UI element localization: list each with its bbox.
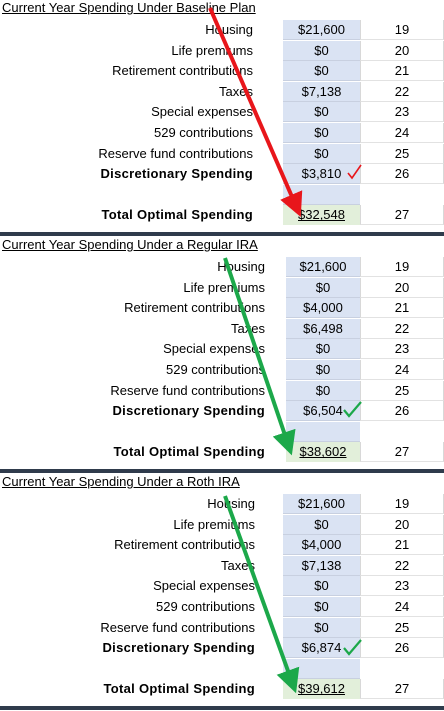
row-value: $0	[283, 102, 360, 123]
row-label: Retirement contributions	[112, 63, 253, 79]
blank-cell	[283, 184, 360, 205]
row-value: $0	[283, 61, 360, 82]
row-label: Reserve fund contributions	[110, 382, 265, 398]
row-label: Reserve fund contributions	[98, 145, 253, 161]
row-value: $0	[283, 617, 360, 638]
check-mark	[343, 401, 362, 418]
row-value: $7,138	[283, 81, 360, 102]
blank-cell	[283, 658, 360, 679]
row-label: Total Optimal Spending	[103, 681, 255, 697]
check-mark	[347, 164, 362, 180]
red-arrow	[208, 7, 303, 218]
row-label: Total Optimal Spending	[101, 207, 253, 223]
row-value: $0	[283, 576, 360, 597]
row-value: $6,874	[283, 638, 360, 659]
row-label: Reserve fund contributions	[100, 619, 255, 635]
row-label: 529 contributions	[153, 125, 253, 140]
row-value: $6,498	[286, 318, 360, 339]
row-label: Retirement contributions	[114, 537, 255, 553]
row-value: $6,504	[286, 401, 360, 422]
section-title: Current Year Spending Under a Regular IR…	[2, 237, 258, 252]
section-title: Current Year Spending Under a Roth IRA	[2, 474, 240, 489]
row-label: Housing	[207, 496, 255, 511]
row-value: $21,600	[283, 20, 360, 40]
row-label: Special expenses	[153, 578, 255, 594]
row-label: Discretionary Spending	[102, 640, 255, 656]
row-value: $7,138	[283, 555, 360, 576]
separator	[0, 232, 444, 236]
row-label: Discretionary Spending	[112, 403, 265, 419]
row-label: 529 contributions	[165, 362, 265, 377]
row-value: $4,000	[286, 298, 360, 319]
row-label: Retirement contributions	[124, 300, 265, 316]
row-value: $0	[283, 514, 360, 535]
green-arrow	[223, 495, 300, 694]
row-value: $21,600	[286, 257, 360, 277]
total-value: $39,612	[283, 679, 360, 700]
total-value: $38,602	[286, 442, 360, 463]
green-arrow	[223, 257, 296, 456]
total-value: $32,548	[283, 205, 360, 226]
row-label: Special expenses	[163, 341, 265, 357]
blank-cell	[286, 421, 360, 442]
row-label: Life premiums	[183, 279, 265, 295]
row-label: Discretionary Spending	[100, 166, 253, 182]
row-value: $0	[286, 277, 360, 298]
section-title: Current Year Spending Under Baseline Pla…	[2, 0, 256, 15]
row-label: Life premiums	[171, 42, 253, 58]
check-mark	[343, 639, 362, 656]
row-value: $0	[283, 143, 360, 164]
separator	[0, 706, 444, 710]
row-value: $4,000	[283, 535, 360, 556]
row-label: Total Optimal Spending	[113, 444, 265, 460]
row-value: $0	[286, 360, 360, 380]
row-value: $0	[283, 123, 360, 143]
row-value: $0	[286, 380, 360, 401]
row-value: $0	[283, 597, 360, 617]
row-value: $0	[286, 339, 360, 360]
row-value: $3,810	[283, 164, 360, 185]
separator	[0, 469, 444, 473]
row-value: $0	[283, 40, 360, 61]
row-label: Special expenses	[151, 104, 253, 120]
row-label: 529 contributions	[155, 599, 255, 614]
row-value: $21,600	[283, 494, 360, 514]
